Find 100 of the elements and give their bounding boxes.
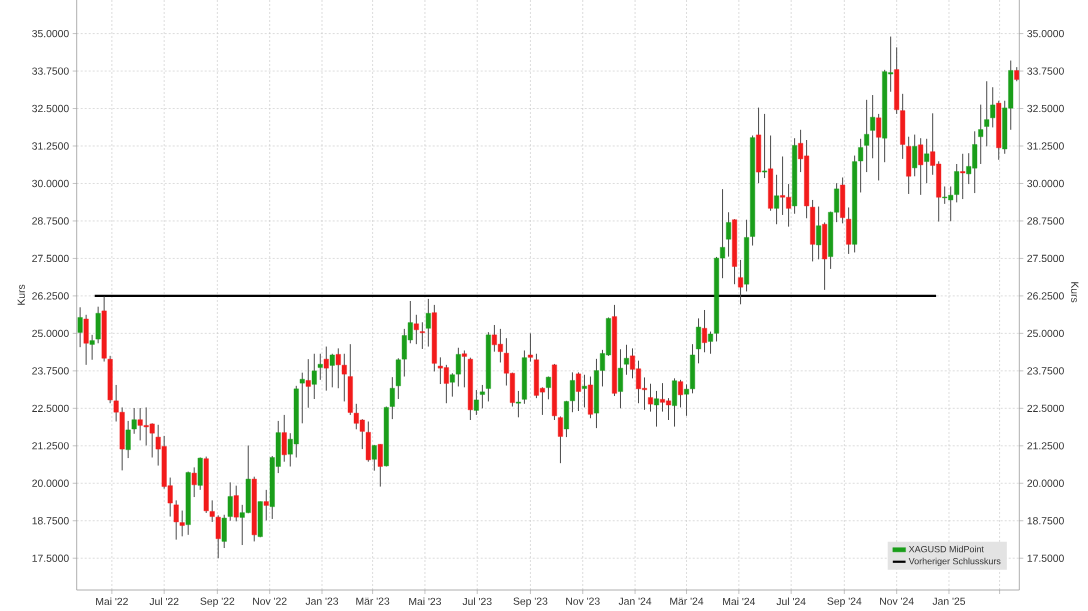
candlestick [371, 444, 377, 472]
x-tick-label: Jan '24 [618, 597, 652, 605]
candlestick [678, 379, 683, 408]
candlestick [413, 314, 419, 345]
y-tick-label: 35.0000 [32, 29, 69, 38]
legend-label: XAGUSD MidPoint [908, 545, 984, 553]
candlestick [912, 134, 918, 177]
candlestick [654, 390, 659, 428]
y-tick-label: 25.0000 [32, 329, 69, 338]
x-tick-label: Sep '24 [827, 597, 862, 607]
y-axis-title: Kurs [17, 284, 25, 305]
y2-tick-label: 21.2500 [1027, 442, 1064, 450]
y2-tick-label: 26.2500 [1027, 292, 1064, 300]
y-tick-label: 33.7500 [32, 67, 69, 75]
candlestick [527, 332, 533, 363]
x-tick-label: Jul '23 [462, 597, 492, 606]
y2-tick-label: 31.2500 [1027, 142, 1064, 150]
y2-tick-label: 28.7500 [1027, 217, 1064, 225]
candlestick [389, 376, 395, 420]
y2-tick-label: 18.7500 [1027, 517, 1064, 525]
candlestick [305, 358, 311, 409]
y-tick-label: 21.2500 [32, 442, 69, 450]
candlestick [89, 334, 95, 361]
y2-tick-label: 33.7500 [1027, 67, 1064, 75]
candlestick [648, 383, 653, 413]
candlestick [954, 163, 960, 203]
x-tick-label: Mär '23 [356, 597, 390, 605]
candlestick [575, 371, 581, 412]
candlestick [419, 321, 425, 350]
x-tick-label: Mär '24 [670, 597, 704, 605]
x-tick-label: Mai '24 [723, 597, 756, 606]
y2-tick-label: 32.5000 [1027, 104, 1064, 113]
candlestick [990, 86, 996, 128]
y2-axis-title: Kurs [1071, 282, 1079, 303]
x-tick-label: Mai '22 [96, 597, 128, 606]
x-tick-label: Jul '24 [776, 597, 806, 606]
candlestick [918, 137, 924, 196]
candlestick [738, 259, 744, 305]
candlestick [870, 94, 876, 159]
x-tick-label: Jan '23 [305, 597, 339, 605]
candlestick [323, 346, 329, 392]
x-tick-label: Nov '23 [566, 597, 600, 605]
candlestick [816, 206, 822, 260]
candlestick [233, 485, 239, 522]
y-tick-label: 23.7500 [32, 367, 69, 375]
candlestick [515, 390, 521, 418]
candlestick [461, 349, 467, 388]
candlestick [774, 174, 780, 225]
legend-label: Vorheriger Schlusskurs [908, 557, 1001, 567]
y2-tick-label: 30.0000 [1027, 179, 1064, 188]
y-tick-label: 22.5000 [32, 404, 69, 412]
y2-tick-label: 20.0000 [1027, 479, 1064, 487]
candlestick [227, 481, 233, 522]
candlestick [960, 153, 966, 200]
candlestick [726, 211, 732, 258]
x-tick-label: Mai '23 [409, 597, 441, 606]
candlestick [377, 443, 383, 488]
y-tick-label: 28.7500 [32, 217, 69, 225]
x-tick-label: Nov '24 [880, 597, 914, 605]
x-tick-label: Sep '22 [200, 597, 235, 607]
candlestick [191, 466, 197, 498]
y-tick-label: 26.2500 [32, 292, 69, 300]
candlestick [557, 415, 563, 464]
candlestick [984, 80, 990, 147]
candlestick [479, 384, 485, 409]
candlestick [762, 113, 768, 179]
candlestick [569, 371, 575, 413]
candlestick [624, 344, 629, 376]
candlestick [473, 389, 479, 416]
candlestick [545, 376, 551, 400]
y2-tick-label: 17.5000 [1027, 554, 1064, 562]
x-tick-label: Sep '23 [513, 597, 548, 607]
candlestick [864, 99, 870, 173]
candlestick [425, 298, 431, 348]
y-tick-label: 32.5000 [32, 104, 69, 113]
candlestick [263, 489, 269, 521]
x-tick-label: Nov '22 [253, 597, 287, 605]
y2-tick-label: 27.5000 [1027, 254, 1064, 263]
y-tick-label: 30.0000 [32, 179, 69, 188]
candlestick [329, 353, 335, 388]
candlestick [924, 138, 930, 184]
candlestick [299, 372, 305, 424]
y-tick-label: 31.2500 [32, 142, 69, 150]
x-tick-label: Jul '22 [149, 597, 179, 606]
candlestick [77, 306, 83, 348]
y-tick-label: 17.5000 [32, 554, 69, 562]
x-tick-label: Jan '25 [932, 597, 966, 605]
y2-tick-label: 23.7500 [1027, 367, 1064, 375]
candlestick [876, 113, 882, 181]
y2-tick-label: 35.0000 [1027, 29, 1064, 38]
y-tick-label: 18.7500 [32, 517, 69, 525]
candlestick [281, 414, 287, 463]
candlestick [581, 374, 587, 408]
candlestick [618, 348, 623, 409]
y-tick-label: 20.0000 [32, 479, 69, 487]
candlestick [311, 353, 317, 400]
y2-tick-label: 25.0000 [1027, 329, 1064, 338]
y-tick-label: 27.5000 [32, 254, 69, 263]
candlestick [317, 353, 323, 381]
candlestick [978, 104, 984, 165]
